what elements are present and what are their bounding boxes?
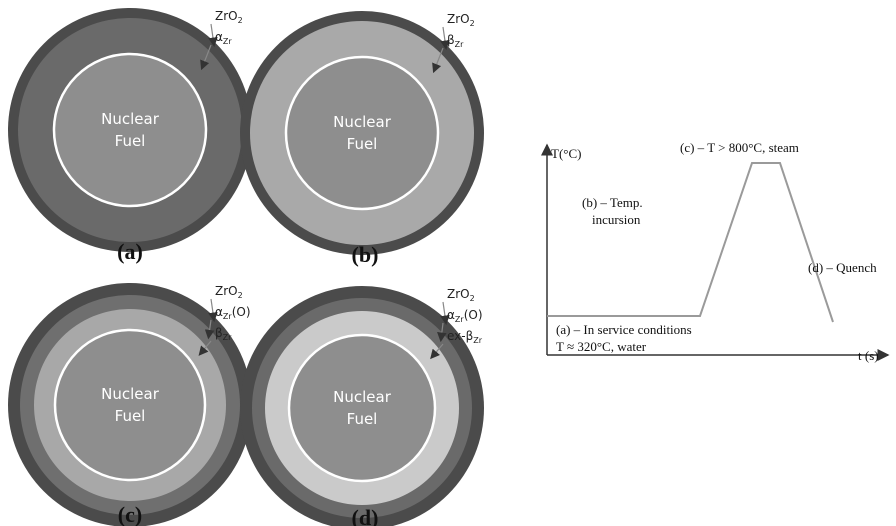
layer-label-part: ZrO (215, 284, 238, 298)
graph-annotation: (d) – Quench (808, 260, 877, 275)
layer-label: ZrO2 (447, 287, 475, 303)
graph-annotation: T ≈ 320°C, water (556, 339, 647, 354)
layer-label-part: β (447, 33, 455, 47)
fuel-label: Nuclear (333, 113, 392, 131)
layer-label-part: α (215, 30, 223, 44)
y-axis-label: T(°C) (551, 146, 581, 161)
temperature-curve (547, 163, 833, 322)
fuel-pellet (54, 54, 206, 206)
layer-label: αZr (215, 30, 232, 46)
layer-label-part: Zr (473, 336, 482, 345)
layer-label-part: 2 (238, 291, 243, 300)
fuel-label: Fuel (347, 410, 378, 428)
fuel-label: Nuclear (101, 110, 160, 128)
layer-label-part: Zr (223, 37, 232, 46)
figure: NuclearFuel(a)ZrO2αZrNuclearFuel(b)ZrO2β… (0, 0, 896, 526)
layer-label: ZrO2 (215, 9, 243, 25)
fuel-label: Fuel (115, 407, 146, 425)
graph-annotation: (b) – Temp. (582, 195, 643, 210)
layer-label-part: 2 (238, 16, 243, 25)
graph-annotation: (a) – In service conditions (556, 322, 692, 337)
fuel-pellet (289, 335, 435, 481)
layer-label-part: 2 (470, 294, 475, 303)
layer-label-part: α (447, 308, 455, 322)
layer-label-part: ZrO (215, 9, 238, 23)
layer-label-part: Zr (223, 333, 232, 342)
caption: (c) (118, 502, 142, 526)
layer-label-part: 2 (470, 19, 475, 28)
fuel-pellet (286, 57, 438, 209)
layer-label-part: ZrO (447, 12, 470, 26)
graph-labels: T(°C) t (s) (c) – T > 800°C, steam (b) – Te… (551, 140, 879, 363)
layer-label-part: (O) (464, 308, 483, 322)
fuel-label: Fuel (115, 132, 146, 150)
x-axis-label: t (s) (858, 348, 879, 363)
layer-label: ZrO2 (215, 284, 243, 300)
panel: Nuclear Fuel (c) ZrO2 αZr(O) βZr (8, 283, 252, 526)
fuel-label: Nuclear (333, 388, 392, 406)
layer-label-part: α (215, 305, 223, 319)
layer-label: ZrO2 (447, 12, 475, 28)
caption: (d) (352, 505, 379, 526)
fuel-label: Nuclear (101, 385, 160, 403)
caption: (a) (117, 239, 143, 264)
layer-label: ex-βZr (447, 329, 483, 345)
layer-label-part: ZrO (447, 287, 470, 301)
graph-annotation: (c) – T > 800°C, steam (680, 140, 799, 155)
layer-label-part: Zr (455, 40, 464, 49)
fuel-pellet (55, 330, 205, 480)
layer-label-part: β (215, 326, 223, 340)
layer-label: αZr(O) (447, 308, 483, 324)
layer-label: βZr (447, 33, 464, 49)
fuel-label: Fuel (347, 135, 378, 153)
graph-annotation: incursion (592, 212, 641, 227)
layer-label: αZr(O) (215, 305, 251, 321)
panel: Nuclear Fuel (a) ZrO2 αZr (8, 8, 252, 264)
caption: (b) (352, 242, 379, 267)
layer-label-part: ex-β (447, 329, 473, 343)
layer-label-part: (O) (232, 305, 251, 319)
